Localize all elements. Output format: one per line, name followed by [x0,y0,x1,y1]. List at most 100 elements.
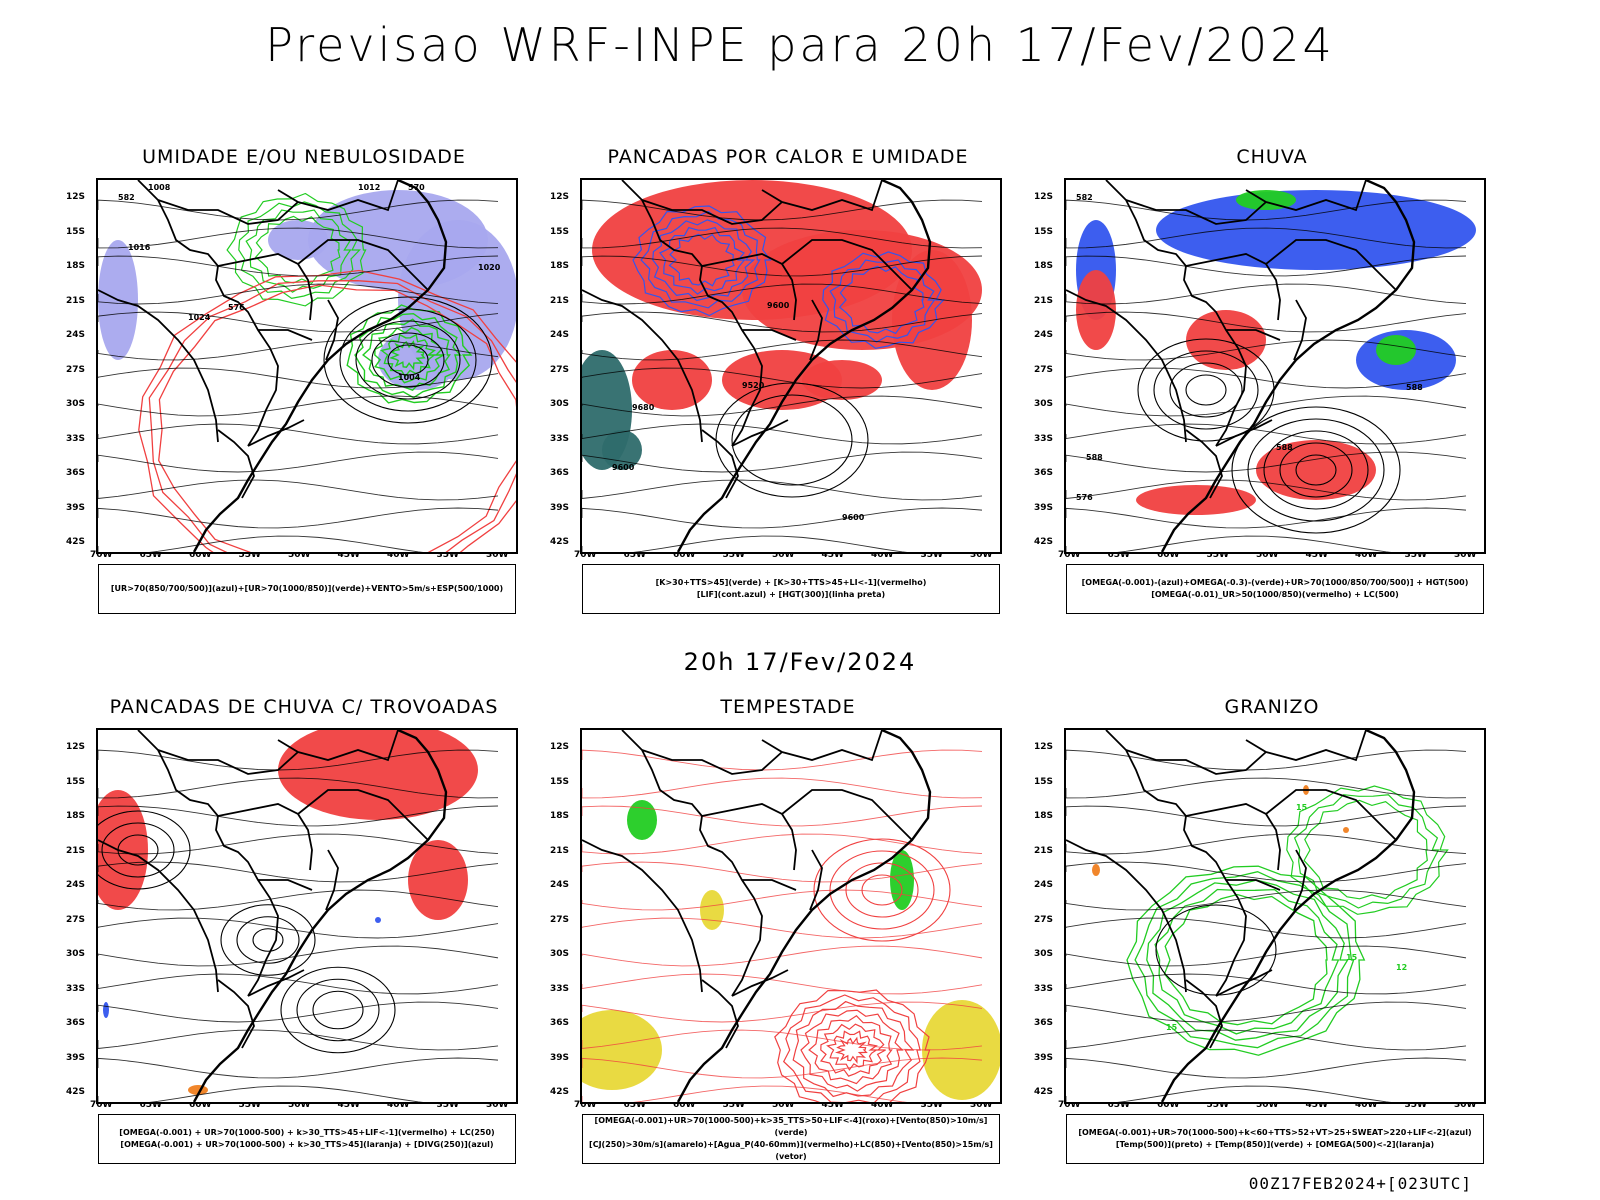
latitude-label: 39S [66,1052,86,1063]
latitude-label: 36S [1034,468,1054,478]
run-timestamp: 00Z17FEB2024+[023UTC] [1248,1174,1472,1193]
latitude-label: 12S [1034,192,1054,202]
map-canvas [98,730,499,1102]
latitude-label: 33S [550,983,570,994]
longitude-label: 30W [1454,1100,1477,1110]
longitude-label: 40W [1355,550,1378,560]
map-canvas: 15 15 15 12 [1066,730,1467,1102]
legend-line: [OMEGA(-0.001)-(azul)+OMEGA(-0.3)-(verde… [1081,578,1469,587]
contour-label: 9600 [612,463,635,472]
longitude-label: 50W [1256,550,1279,560]
contour-label: 576 [228,303,245,312]
longitude-label: 40W [1355,1100,1378,1110]
political-boundaries [582,180,913,499]
longitude-label: 30W [486,1100,509,1110]
latitude-label: 18S [66,261,86,271]
latitude-label: 18S [1034,811,1054,821]
legend-line: [Temp(500)](preto) + [Temp(850)](verde) … [1115,1140,1435,1149]
latitude-label: 39S [550,1052,570,1063]
longitude-label: 35W [1404,550,1427,560]
latitude-label: 12S [550,742,570,752]
latitude-label: 30S [550,949,570,959]
longitude-label: 45W [337,550,360,560]
longitude-label: 45W [1305,550,1328,560]
panel-pancadas-calor: PANCADAS POR CALOR E UMIDADE 12S 15S 18S 21S… [548,146,1028,616]
latitude-label: 36S [550,468,570,478]
lc850-streamlines [582,749,983,1102]
longitude-label: 70W [1058,550,1081,560]
jet-fill [582,890,1000,1100]
latitude-label: 42S [1034,1087,1054,1097]
contour-label: 576 [1076,493,1093,502]
latitude-label: 30S [66,949,86,959]
main-title: Previsao WRF-INPE para 20h 17/Fev/2024 [265,18,1335,72]
valid-time-title: 20h 17/Fev/2024 [683,648,917,676]
latitude-label: 21S [66,295,86,306]
latitude-label: 33S [1034,983,1054,994]
latitude-label: 27S [550,914,570,925]
latitude-label: 21S [66,845,86,856]
contour-label: 1008 [148,183,171,192]
panel-title: UMIDADE E/OU NEBULOSIDADE [142,146,466,168]
political-boundaries [98,180,429,499]
latitude-label: 18S [1034,261,1054,271]
latitude-label: 33S [66,983,86,994]
map-frame: 9600 9520 9680 9600 9600 [580,178,1002,554]
contour-labels: 582 588 576 588 588 [1076,193,1423,502]
panel-umidade: UMIDADE E/OU NEBULOSIDADE 12S 15S 18S 21S 24S… [64,146,544,616]
latitude-label: 24S [1034,330,1054,340]
contour-label: 9600 [842,513,865,522]
political-boundaries [1066,730,1397,1049]
panel-title: GRANIZO [1224,696,1320,718]
latitude-label: 42S [66,537,86,547]
latitude-label: 12S [66,192,86,202]
latitude-label: 30S [1034,399,1054,409]
longitude-label: 70W [1058,1100,1081,1110]
contour-label: 588 [1086,453,1103,462]
coastline [676,180,932,552]
longitude-label: 45W [337,1100,360,1110]
latitude-label: 27S [1034,364,1054,375]
legend-line: [K>30+TTS>45](verde) + [K>30+TTS>45+LI<-… [655,578,927,587]
latitude-label: 30S [66,399,86,409]
latitude-label: 33S [66,433,86,444]
longitude-label: 65W [139,1100,162,1110]
latitude-label: 24S [1034,880,1054,890]
lif-contours-east [822,251,946,350]
temp500-contours [1066,749,1467,1102]
longitude-label: 60W [189,550,212,560]
contour-label: 588 [1406,383,1423,392]
latitude-label: 21S [1034,845,1054,856]
coastline [192,180,448,552]
contour-labels: 15 15 15 12 [1166,803,1407,1032]
longitude-label: 40W [871,1100,894,1110]
latitude-label: 27S [550,364,570,375]
lc250-streamlines [98,749,499,1102]
longitude-label: 55W [722,1100,745,1110]
longitude-label: 45W [821,550,844,560]
latitude-label: 27S [1034,914,1054,925]
panel-legend: [OMEGA(-0.001) + UR>70(1000-500) + k>30_… [98,1114,516,1164]
temp850-contours [1126,865,1366,1056]
latitude-label: 15S [66,776,86,787]
pressure-contours [98,199,499,552]
legend-line: [OMEGA(-0.01)_UR>50(1000/850)(vermelho) … [1151,590,1399,599]
map-frame [580,728,1002,1104]
longitude-label: 55W [238,1100,261,1110]
panel-legend: [OMEGA(-0.001)+UR>70(1000-500)+k>35_TTS>… [582,1114,1000,1164]
latitude-label: 18S [550,811,570,821]
latitude-label: 42S [1034,537,1054,547]
longitude-label: 35W [436,1100,459,1110]
latitude-label: 36S [66,1018,86,1028]
panel-chuva: CHUVA 12S 15S 18S 21S 24S 27S 30S 33S 36S 39S 42S 70… [1032,146,1512,616]
strong-omega-fill [1236,190,1416,365]
latitude-label: 27S [66,364,86,375]
legend-line: [CJ(250)>30m/s](amarelo)+[Agua_P(40-60mm… [589,1140,993,1161]
latitude-label: 39S [550,502,570,513]
legend-line: [OMEGA(-0.001) + UR>70(1000-500) + k>30_… [120,1140,494,1149]
longitude-label: 45W [821,1100,844,1110]
contour-label: 588 [1276,443,1293,452]
longitude-label: 70W [90,1100,113,1110]
longitude-label: 65W [139,550,162,560]
